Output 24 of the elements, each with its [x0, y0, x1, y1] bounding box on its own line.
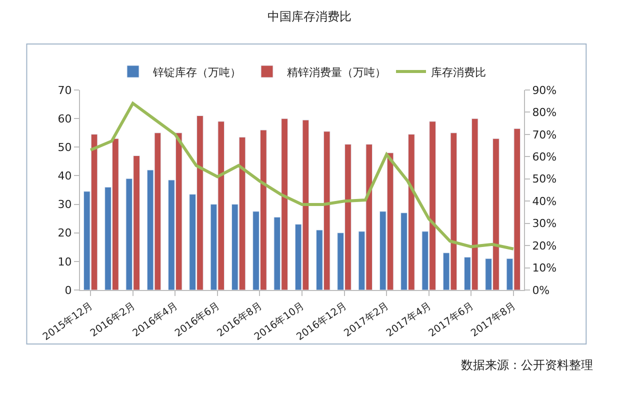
y2-tick-label: 90% — [532, 84, 557, 97]
y-tick-label: 70 — [58, 84, 72, 97]
y2-tick-label: 80% — [532, 106, 557, 120]
y2-tick-label: 30% — [532, 217, 557, 230]
legend-label: 精锌消费量（万吨） — [287, 66, 386, 79]
legend-label: 库存消费比 — [431, 66, 486, 79]
y2-tick-label: 20% — [532, 239, 557, 252]
y-tick-label: 10 — [58, 255, 72, 268]
y2-tick-label: 0% — [532, 284, 550, 297]
line-series — [89, 102, 515, 250]
y2-tick-label: 50% — [532, 172, 557, 186]
chart-title: 中国库存消费比 — [268, 9, 352, 24]
y2-tick-label: 70% — [532, 128, 557, 142]
y-tick-label: 50 — [58, 140, 72, 154]
legend-label: 锌锭库存（万吨） — [152, 66, 241, 79]
y-tick-label: 40 — [58, 170, 72, 183]
y-tick-label: 20 — [58, 226, 72, 240]
y2-tick-label: 40% — [532, 194, 557, 208]
y-tick-label: 30 — [58, 198, 72, 212]
y-tick-label: 60 — [58, 112, 72, 126]
y2-tick-label: 60% — [532, 150, 557, 164]
y2-tick-label: 10% — [532, 262, 557, 275]
y-tick-label: 0 — [64, 284, 72, 297]
source-note: 数据来源：公开资料整理 — [461, 358, 593, 372]
